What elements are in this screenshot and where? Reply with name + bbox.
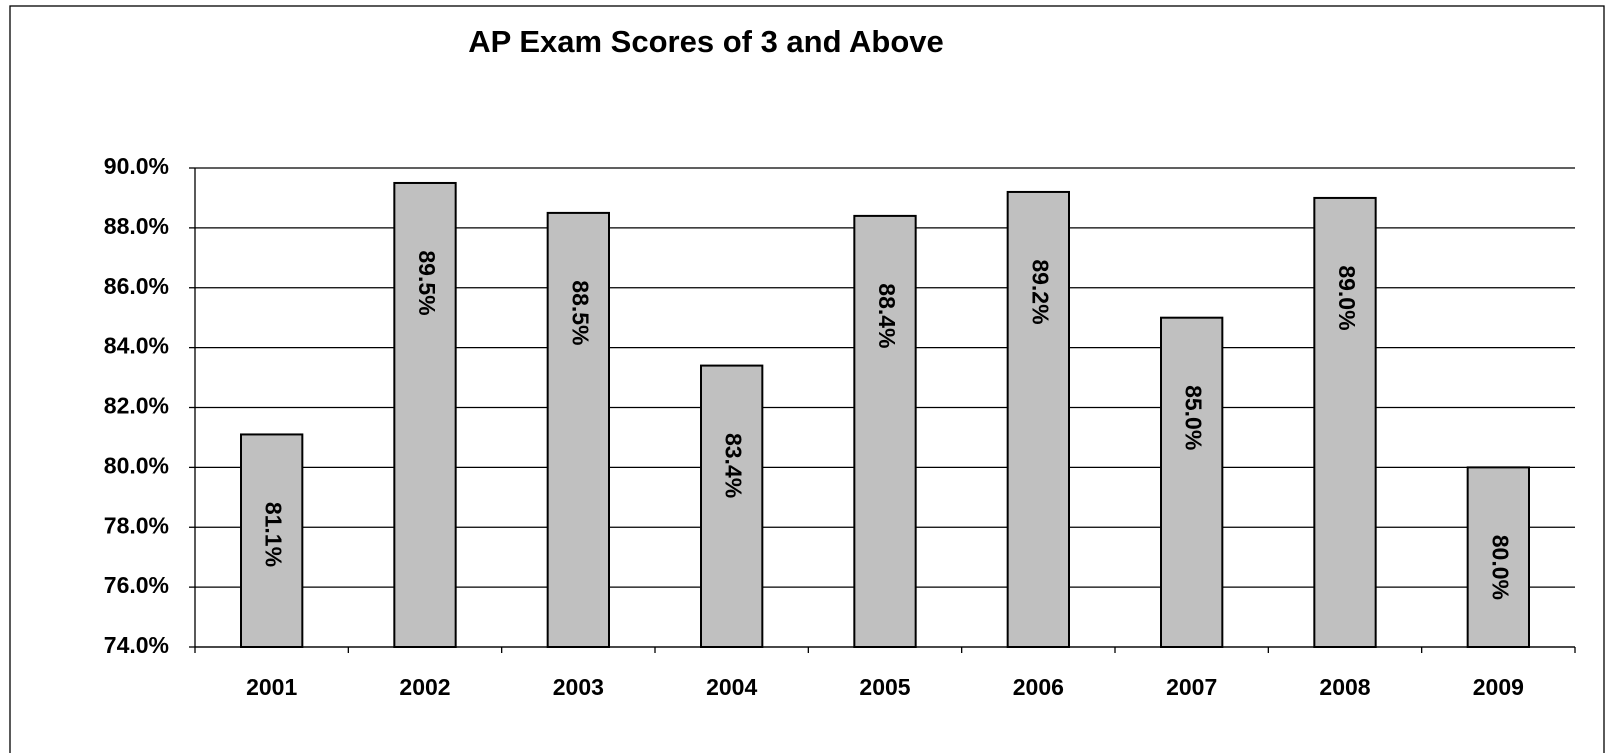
bar <box>240 433 304 648</box>
bar <box>546 211 611 648</box>
x-tick-label: 2005 <box>859 674 910 700</box>
y-tick-label: 82.0% <box>104 393 169 419</box>
bar <box>393 181 457 648</box>
data-label: 89.5% <box>414 250 440 315</box>
chart-title: AP Exam Scores of 3 and Above <box>468 24 944 59</box>
x-tick-label: 2009 <box>1473 674 1524 700</box>
y-tick-label: 80.0% <box>104 452 169 478</box>
y-tick-label: 78.0% <box>104 512 169 538</box>
data-label: 89.2% <box>1027 259 1053 324</box>
x-tick-label: 2006 <box>1013 674 1064 700</box>
y-tick-label: 74.0% <box>104 632 169 658</box>
y-tick-label: 76.0% <box>104 572 169 598</box>
data-label: 85.0% <box>1181 385 1207 450</box>
data-label: 81.1% <box>261 502 287 567</box>
x-tick-label: 2008 <box>1319 674 1370 700</box>
data-label: 89.0% <box>1334 265 1360 330</box>
y-tick-label: 88.0% <box>104 213 169 239</box>
y-tick-label: 86.0% <box>104 273 169 299</box>
y-tick-label: 84.0% <box>104 333 169 359</box>
bar <box>1006 190 1071 648</box>
x-tick-label: 2007 <box>1166 674 1217 700</box>
bar <box>1160 316 1224 648</box>
x-tick-label: 2002 <box>399 674 450 700</box>
bar <box>853 214 917 648</box>
bar <box>1313 196 1377 648</box>
data-label: 88.5% <box>567 280 593 345</box>
bar <box>700 364 764 648</box>
data-label: 80.0% <box>1487 535 1513 600</box>
x-tick-label: 2003 <box>553 674 604 700</box>
x-tick-label: 2004 <box>706 674 757 700</box>
y-tick-label: 90.0% <box>104 153 169 179</box>
bar <box>1466 466 1530 648</box>
x-tick-label: 2001 <box>246 674 297 700</box>
data-label: 83.4% <box>721 433 747 498</box>
data-label: 88.4% <box>874 283 900 348</box>
